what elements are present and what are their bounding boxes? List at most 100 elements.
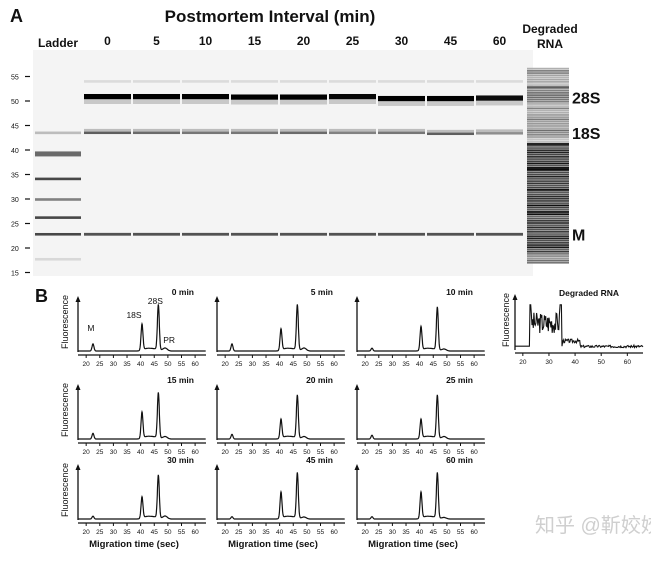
lane-label: 10 xyxy=(199,34,213,48)
panel-title: 20 min xyxy=(306,375,333,385)
gel-band xyxy=(527,120,569,123)
x-tick-label: 25 xyxy=(375,361,383,368)
gel-band xyxy=(231,128,278,133)
x-tick-label: 50 xyxy=(164,361,172,368)
gel-band xyxy=(527,244,569,246)
gel-band xyxy=(329,98,376,104)
y-axis-arrow xyxy=(354,296,360,302)
gel-band xyxy=(427,132,474,136)
gel-band xyxy=(527,116,569,119)
gel-band xyxy=(378,232,425,236)
x-tick-label: 30 xyxy=(110,449,118,456)
lane-label: RNA xyxy=(537,37,563,51)
gel-band xyxy=(182,128,229,133)
gel-title: Postmortem Interval (min) xyxy=(165,7,376,26)
band-label: 18S xyxy=(572,126,601,143)
panel-title: 60 min xyxy=(446,455,473,465)
y-axis-arrow xyxy=(354,464,360,470)
gel-band xyxy=(527,114,569,116)
gel-band xyxy=(231,131,278,135)
x-tick-label: 50 xyxy=(303,449,311,456)
y-axis-arrow xyxy=(214,384,220,390)
gel-band xyxy=(329,80,376,83)
watermark: 知乎 @靳姣姣 xyxy=(535,514,651,537)
y-axis-arrow xyxy=(75,464,81,470)
gel-band xyxy=(427,95,474,102)
gel-band xyxy=(527,76,569,79)
x-tick-label: 50 xyxy=(164,529,172,536)
gel-band xyxy=(427,80,474,83)
gel-band xyxy=(527,239,569,242)
gel-band xyxy=(427,232,474,236)
electropherogram-panel: 20 25 30 35 40 45 50 55 60 5 min xyxy=(214,287,345,368)
gel-band xyxy=(527,213,569,216)
gel-band xyxy=(527,125,569,127)
x-tick-label: 35 xyxy=(262,529,270,536)
x-tick-label: 20 xyxy=(83,529,91,536)
gel-band xyxy=(35,131,81,135)
x-tick-label: 45 xyxy=(151,449,159,456)
lane-label: 15 xyxy=(248,34,262,48)
band-label: M xyxy=(572,227,585,244)
electropherogram-panel: 20 25 30 35 40 45 50 55 60 20 min xyxy=(214,375,345,456)
gel-band xyxy=(527,202,569,205)
gel-band xyxy=(527,140,569,143)
x-tick-label: 55 xyxy=(317,449,325,456)
y-axis-label: Fluorescence xyxy=(60,463,70,517)
x-tick-label: 30 xyxy=(110,361,118,368)
y-axis-label: Fluorescence xyxy=(501,293,511,347)
gel-band xyxy=(476,232,523,236)
x-tick-label: 50 xyxy=(598,359,606,366)
gel-band xyxy=(427,99,474,106)
gel-band xyxy=(527,204,569,207)
gel-band xyxy=(427,129,474,134)
x-tick-label: 25 xyxy=(96,361,104,368)
gel-band xyxy=(329,131,376,135)
gel-band xyxy=(527,191,569,194)
lane-label: 30 xyxy=(395,34,409,48)
gel-band xyxy=(329,128,376,133)
gel-band xyxy=(527,197,569,200)
x-tick-label: 20 xyxy=(362,449,370,456)
gel-band xyxy=(378,95,425,102)
electropherogram-panel: 20 25 30 35 40 45 50 55 60 0 min Fluorescence M 18S 2… xyxy=(60,287,206,368)
panel-title: 5 min xyxy=(311,287,333,297)
panel-label-a: A xyxy=(10,6,23,26)
x-tick-label: 50 xyxy=(303,529,311,536)
x-tick-label: 50 xyxy=(443,361,451,368)
gel-band xyxy=(527,162,569,165)
gel-band xyxy=(527,87,569,90)
y-axis-arrow xyxy=(512,294,518,300)
gel-band xyxy=(476,80,523,83)
x-tick-label: 30 xyxy=(249,361,257,368)
x-tick-label: 60 xyxy=(470,529,478,536)
gel-band xyxy=(280,98,327,105)
lane-label: 60 xyxy=(493,34,507,48)
gel-band xyxy=(527,153,569,156)
x-tick-label: 25 xyxy=(375,449,383,456)
gel-band xyxy=(476,129,523,134)
y-tick-label: 35 xyxy=(11,173,19,180)
gel-band xyxy=(527,255,569,257)
x-tick-label: 55 xyxy=(457,529,465,536)
gel-band xyxy=(231,80,278,83)
y-tick-label: 25 xyxy=(11,222,19,229)
lane-label: 25 xyxy=(346,34,360,48)
gel-band xyxy=(527,74,569,77)
gel-band xyxy=(527,100,569,103)
trace-line xyxy=(217,394,345,440)
x-tick-label: 45 xyxy=(151,361,159,368)
x-tick-label: 60 xyxy=(191,529,199,536)
gel-band xyxy=(527,230,569,233)
gel-band xyxy=(527,103,569,105)
gel-band xyxy=(527,94,569,97)
y-tick-label: 45 xyxy=(11,124,19,131)
gel-band xyxy=(329,232,376,236)
gel-band xyxy=(133,93,180,100)
x-tick-label: 35 xyxy=(402,449,410,456)
x-tick-label: 45 xyxy=(151,529,159,536)
electropherogram-grid: 20 25 30 35 40 45 50 55 60 0 min Fluorescence M 18S 2… xyxy=(60,287,644,550)
y-tick-label: 15 xyxy=(11,271,19,278)
gel-band xyxy=(527,69,569,72)
x-tick-label: 30 xyxy=(389,449,397,456)
